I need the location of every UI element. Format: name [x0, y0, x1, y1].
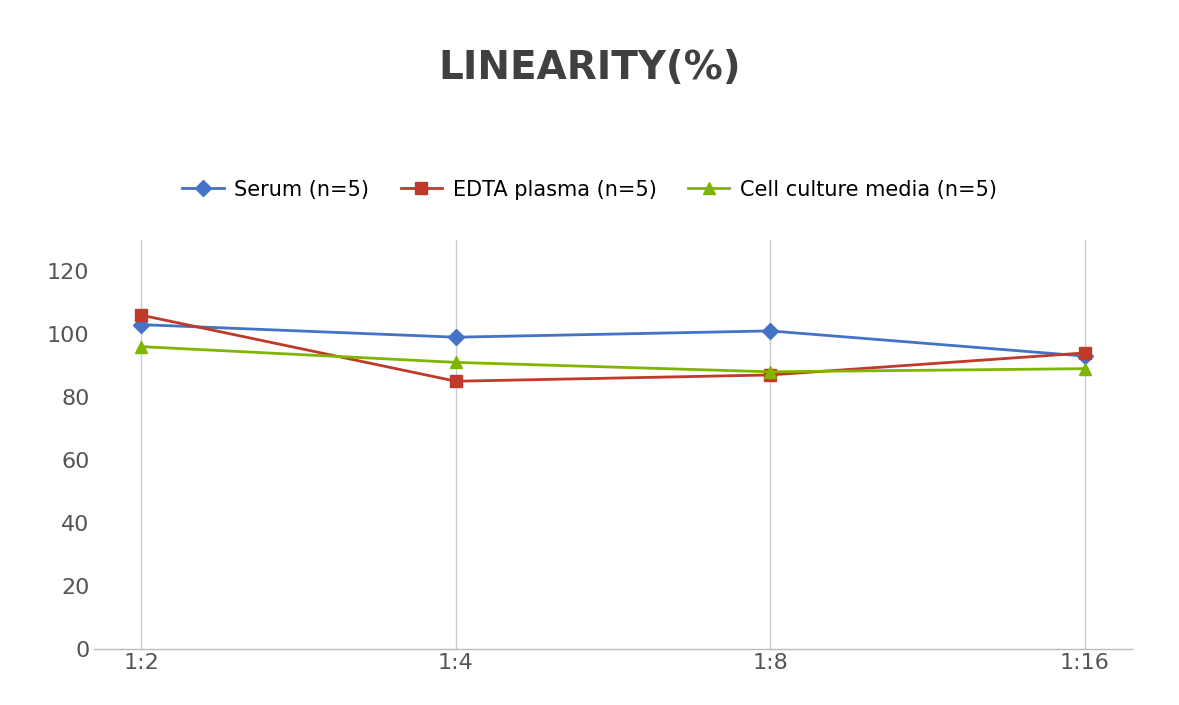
EDTA plasma (n=5) — [1078, 349, 1092, 357]
Line: Cell culture media (n=5): Cell culture media (n=5) — [136, 341, 1091, 377]
Serum (n=5) — [1078, 352, 1092, 360]
Cell culture media (n=5) — [1078, 364, 1092, 373]
Cell culture media (n=5) — [449, 358, 463, 367]
Line: EDTA plasma (n=5): EDTA plasma (n=5) — [136, 309, 1091, 387]
Cell culture media (n=5) — [763, 367, 777, 376]
EDTA plasma (n=5) — [449, 377, 463, 386]
Cell culture media (n=5) — [134, 343, 149, 351]
Serum (n=5) — [134, 320, 149, 329]
EDTA plasma (n=5) — [763, 371, 777, 379]
EDTA plasma (n=5) — [134, 311, 149, 319]
Legend: Serum (n=5), EDTA plasma (n=5), Cell culture media (n=5): Serum (n=5), EDTA plasma (n=5), Cell cul… — [183, 180, 996, 200]
Line: Serum (n=5): Serum (n=5) — [136, 319, 1091, 362]
Serum (n=5) — [763, 326, 777, 335]
Serum (n=5) — [449, 333, 463, 341]
Text: LINEARITY(%): LINEARITY(%) — [439, 49, 740, 87]
